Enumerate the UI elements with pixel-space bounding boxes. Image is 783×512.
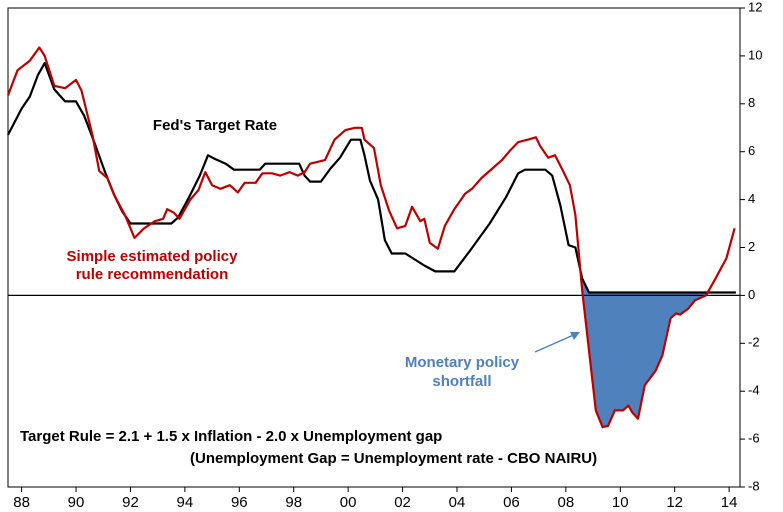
formula-note: (Unemployment Gap = Unemployment rate - …: [190, 450, 597, 467]
y-tick-label: 6: [748, 143, 755, 158]
y-tick-label: 0: [748, 287, 755, 302]
arrow: [534, 332, 579, 353]
y-tick-label: -4: [748, 383, 760, 398]
y-tick-label: -2: [748, 335, 760, 350]
y-tick-label: 8: [748, 95, 755, 110]
x-tick-label: 10: [612, 494, 629, 511]
y-tick-label: 12: [748, 0, 762, 14]
series-line: [7, 62, 736, 294]
x-tick-label: 94: [177, 494, 194, 511]
y-tick-label: -6: [748, 431, 760, 446]
x-tick-label: 06: [503, 494, 520, 511]
y-tick-label: -8: [748, 478, 760, 493]
y-tick-label: 2: [748, 239, 755, 254]
fed-label: Fed's Target Rate: [153, 117, 277, 134]
shortfall-label: shortfall: [432, 373, 491, 390]
series-line: [6, 46, 736, 429]
shortfall-area: [582, 278, 706, 428]
formula: Target Rule = 2.1 + 1.5 x Inflation - 2.…: [20, 428, 442, 445]
x-tick-label: 12: [666, 494, 683, 511]
shortfall-label: Monetary policy: [405, 354, 520, 371]
x-tick-label: 96: [231, 494, 248, 511]
x-tick-label: 04: [449, 494, 466, 511]
x-tick-label: 98: [285, 494, 302, 511]
arrow-head: [570, 332, 580, 340]
x-tick-label: 88: [13, 494, 30, 511]
x-tick-label: 02: [394, 494, 411, 511]
x-tick-label: 00: [340, 494, 357, 511]
x-tick-label: 08: [558, 494, 575, 511]
rule-label: rule recommendation: [76, 266, 229, 283]
x-tick-label: 14: [721, 494, 738, 511]
rule-label: Simple estimated policy: [67, 248, 239, 265]
x-tick-label: 90: [68, 494, 85, 511]
y-tick-label: 10: [748, 47, 762, 62]
y-tick-label: 4: [748, 191, 755, 206]
x-tick-label: 92: [122, 494, 139, 511]
